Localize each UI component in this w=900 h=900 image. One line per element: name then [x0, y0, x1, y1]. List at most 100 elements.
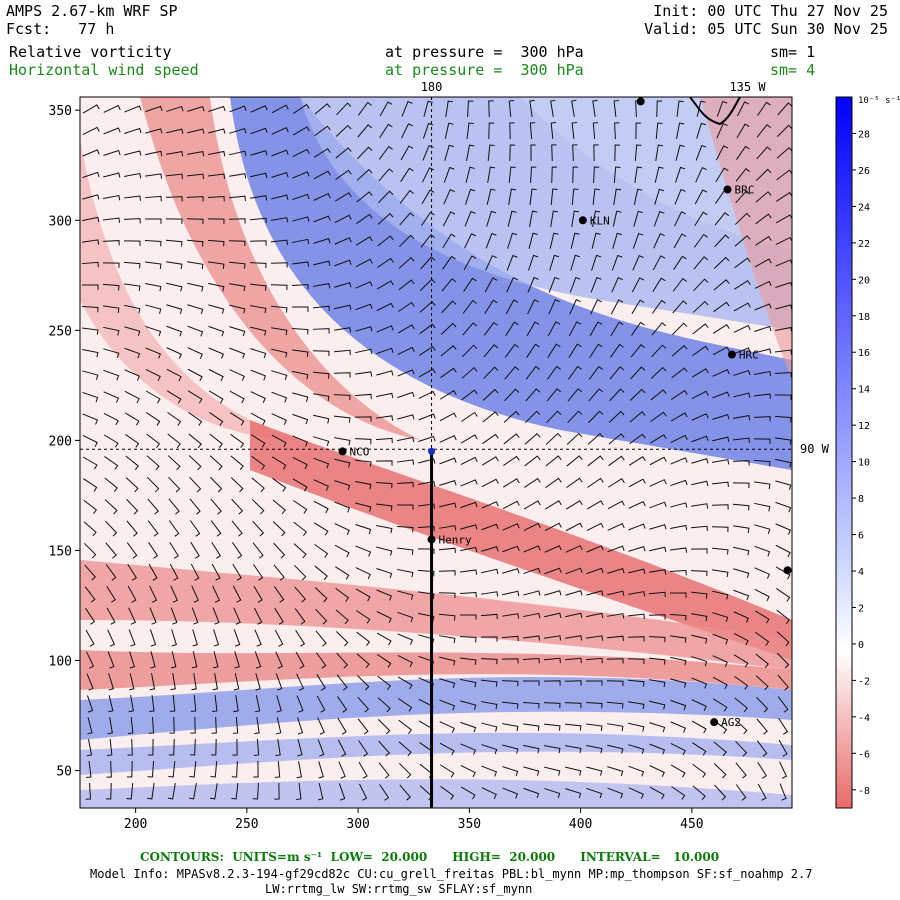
- wind-barb: [775, 458, 792, 468]
- wind-barb: [355, 326, 373, 332]
- wind-barb: [461, 366, 478, 379]
- wind-barb: [634, 144, 642, 162]
- wind-barb: [147, 476, 160, 493]
- wind-barb: [754, 502, 771, 512]
- wind-barb: [397, 633, 414, 645]
- wind-barb: [504, 388, 520, 402]
- reference-lines: 180 135 W 90 W: [80, 80, 830, 808]
- wind-barb: [481, 765, 498, 777]
- station-marker: [727, 350, 736, 359]
- wind-barb: [275, 739, 281, 757]
- wind-barb: [695, 167, 707, 183]
- wind-barb: [250, 150, 268, 156]
- wind-barb: [691, 677, 708, 689]
- station-label: AG2: [721, 716, 741, 729]
- wind-barb: [375, 503, 393, 511]
- wind-barb: [754, 610, 770, 624]
- wind-barb: [502, 744, 519, 754]
- wind-barb: [466, 122, 474, 140]
- wind-barb: [691, 503, 709, 509]
- wind-barb: [105, 564, 117, 581]
- wind-barb: [106, 585, 116, 603]
- wind-barb: [544, 590, 562, 596]
- wind-barb: [377, 675, 392, 690]
- wind-barb: [691, 458, 709, 464]
- wind-barb: [317, 783, 324, 801]
- wind-barb: [314, 125, 331, 137]
- wind-barb: [504, 343, 519, 358]
- wind-barb: [753, 438, 771, 444]
- wind-barb: [754, 567, 770, 579]
- wind-barb: [233, 629, 241, 647]
- wind-barb: [166, 304, 183, 315]
- wind-barb: [355, 524, 372, 535]
- wind-barb: [418, 435, 436, 442]
- wind-barb: [124, 390, 140, 404]
- wind-barb: [629, 433, 646, 445]
- model-info: Model Info: MPASv8.2.3-194-gf29cd82c CU:…: [90, 867, 813, 881]
- wind-barb: [736, 101, 750, 117]
- colorbar-tick-label: 10: [858, 458, 870, 469]
- wind-barb: [670, 412, 688, 422]
- wind-barb: [398, 301, 415, 312]
- wind-barb: [776, 124, 792, 138]
- wind-barb: [208, 347, 225, 359]
- wind-barb: [755, 675, 769, 691]
- wind-barb: [82, 413, 99, 425]
- wind-barb: [565, 545, 583, 553]
- wind-barb: [628, 456, 646, 466]
- station-marker: [783, 566, 792, 575]
- wind-barb: [572, 144, 578, 162]
- wind-barb: [611, 277, 623, 293]
- wind-barb: [102, 217, 121, 223]
- wind-barb: [648, 591, 666, 598]
- wind-barb: [232, 563, 242, 581]
- y-tick-label: 100: [49, 655, 72, 670]
- wind-barb: [399, 189, 414, 204]
- wind-barb: [774, 415, 792, 423]
- wind-barb: [713, 279, 730, 291]
- wind-barb: [756, 123, 772, 138]
- wind-barb: [105, 542, 117, 559]
- wind-barb: [754, 524, 771, 534]
- wind-barb: [670, 524, 688, 531]
- wind-barb: [440, 345, 457, 357]
- wind-barb: [314, 587, 328, 603]
- wind-barb: [209, 455, 223, 471]
- wind-barb: [606, 701, 624, 709]
- plot-frame: [79, 96, 793, 809]
- wind-barb: [103, 104, 121, 113]
- wind-barb: [628, 500, 646, 509]
- wind-barb: [255, 673, 261, 691]
- wind-barb: [230, 455, 244, 471]
- wind-barb: [523, 545, 541, 553]
- wind-barb: [588, 365, 603, 380]
- wind-barb: [565, 567, 583, 575]
- wind-barb: [627, 636, 645, 642]
- wind-barb: [106, 607, 116, 625]
- wind-barb: [355, 481, 372, 490]
- wind-barb: [191, 607, 199, 625]
- wind-barb: [572, 166, 579, 184]
- wind-barb: [334, 566, 350, 580]
- wind-barb: [568, 343, 582, 359]
- wind-barb: [191, 651, 198, 669]
- wind-barb: [208, 325, 225, 337]
- wind-barb: [296, 782, 302, 801]
- wind-barb: [357, 718, 369, 735]
- wind-barb: [124, 105, 142, 113]
- wind-barb: [777, 652, 790, 669]
- wind-barb: [125, 477, 139, 493]
- wind-barb: [481, 568, 499, 575]
- wind-barb: [312, 328, 330, 334]
- colorbar-tick-label: 18: [858, 312, 870, 323]
- wind-barb: [228, 195, 246, 202]
- wind-barb: [334, 237, 352, 245]
- wind-barb: [775, 326, 792, 333]
- wind-barb: [630, 344, 646, 358]
- wind-barb: [253, 738, 260, 756]
- wind-barb: [270, 305, 288, 313]
- wind-barb: [250, 305, 267, 314]
- contour-info: CONTOURS: UNITS=m s⁻¹ LOW= 20.000 HIGH= …: [140, 850, 720, 864]
